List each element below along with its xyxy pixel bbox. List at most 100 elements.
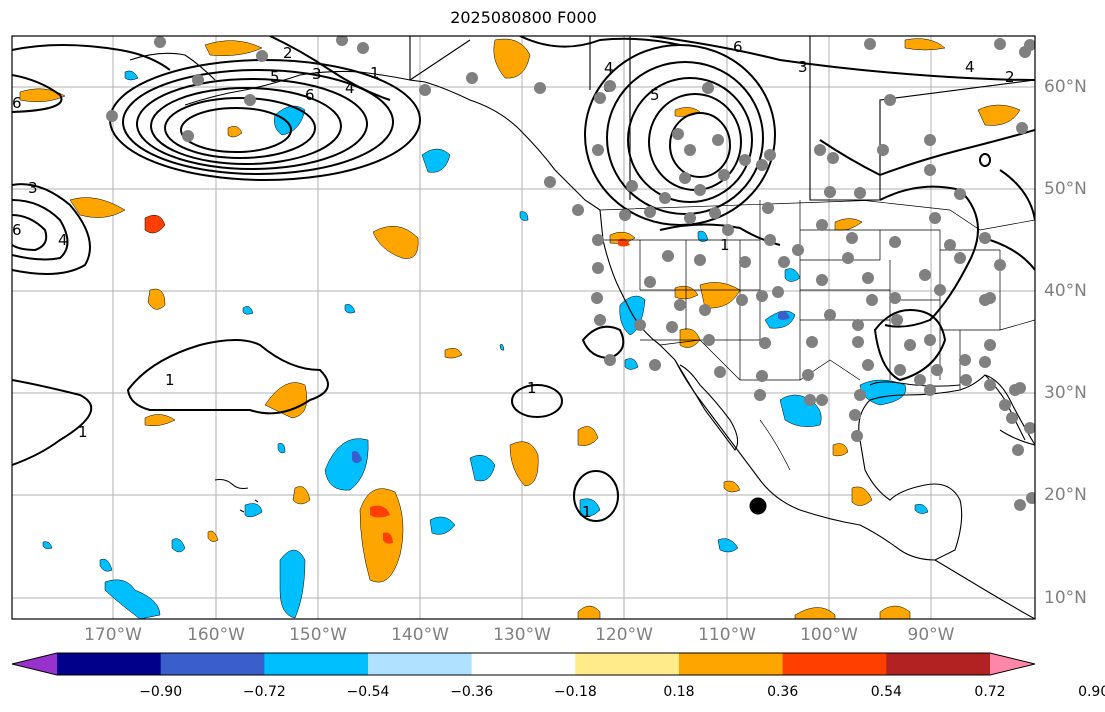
station-marker — [256, 50, 268, 62]
contour-label: 3 — [28, 179, 38, 197]
station-marker — [649, 359, 661, 371]
station-marker — [644, 206, 656, 218]
station-marker — [929, 212, 941, 224]
station-marker — [714, 366, 726, 378]
colorbar-tick-label: 0.36 — [767, 684, 799, 700]
station-marker — [931, 364, 943, 376]
station-marker — [674, 299, 686, 311]
station-marker — [357, 42, 369, 54]
station-marker — [756, 370, 768, 382]
station-marker — [979, 356, 991, 368]
lon-label-150w: 150°W — [289, 625, 347, 645]
station-marker — [762, 202, 774, 214]
station-marker — [594, 314, 606, 326]
station-marker — [662, 250, 674, 262]
station-marker — [816, 394, 828, 406]
station-marker — [626, 180, 638, 192]
contour-label: 3 — [798, 58, 808, 76]
station-marker — [591, 292, 603, 304]
station-marker — [1006, 412, 1018, 424]
station-marker — [1014, 382, 1026, 394]
station-marker — [960, 374, 972, 386]
contour-label: 6 — [733, 38, 743, 56]
station-marker — [994, 38, 1006, 50]
station-marker — [852, 319, 864, 331]
station-marker — [944, 239, 956, 251]
station-marker — [592, 234, 604, 246]
station-marker — [959, 354, 971, 366]
map-title: 2025080800 F000 — [450, 8, 597, 27]
station-marker — [759, 337, 771, 349]
contour-label: 4 — [58, 231, 68, 249]
lat-label-60n: 60°N — [1044, 77, 1087, 97]
station-marker — [934, 284, 946, 296]
station-marker — [722, 224, 734, 236]
station-marker — [604, 354, 616, 366]
contour-label: 5 — [650, 86, 660, 104]
station-marker — [854, 187, 866, 199]
station-marker — [1026, 492, 1035, 504]
station-marker — [684, 212, 696, 224]
station-marker — [772, 286, 784, 298]
station-marker — [544, 176, 556, 188]
station-marker — [802, 369, 814, 381]
station-marker — [827, 152, 839, 164]
contour-label: 2 — [283, 44, 293, 62]
lat-label-50n: 50°N — [1044, 179, 1087, 199]
station-markers — [106, 36, 1035, 511]
station-marker — [592, 144, 604, 156]
colorbar-outline — [11, 652, 1036, 676]
contour-label: 4 — [345, 79, 355, 97]
lat-label-10n: 10°N — [1044, 588, 1087, 608]
station-marker — [736, 294, 748, 306]
station-marker — [604, 80, 616, 92]
station-marker — [1016, 122, 1028, 134]
station-marker — [862, 359, 874, 371]
lon-label-160w: 160°W — [187, 625, 245, 645]
station-marker — [852, 336, 864, 348]
station-marker — [644, 276, 656, 288]
station-marker — [712, 134, 724, 146]
colorbar-tick-label: 0.54 — [870, 684, 902, 700]
lon-label-170w: 170°W — [84, 625, 142, 645]
contour-label: 1 — [165, 371, 175, 389]
station-marker — [884, 94, 896, 106]
station-marker — [984, 379, 996, 391]
station-marker — [864, 38, 876, 50]
colorbar-tick-label: −0.72 — [242, 684, 286, 700]
contour-label-group: 1 1 1 1 1 1 2 2 3 3 3 4 4 4 4 5 5 6 6 6 … — [12, 38, 1015, 521]
station-marker — [419, 84, 431, 96]
station-marker — [999, 399, 1011, 411]
colorbar-extend-high — [990, 653, 1035, 675]
colorbar-tick-label: −0.90 — [139, 684, 183, 700]
colorbar-extend-low — [12, 653, 57, 675]
station-marker — [192, 74, 204, 86]
station-marker — [594, 92, 606, 104]
station-marker — [842, 252, 854, 264]
station-marker — [106, 110, 118, 122]
negative-anomaly-shading — [42, 70, 929, 619]
station-marker — [592, 262, 604, 274]
colorbar-segment — [368, 653, 473, 675]
station-marker — [924, 334, 936, 346]
station-marker — [764, 234, 776, 246]
station-marker — [919, 269, 931, 281]
colorbar-segment — [679, 653, 784, 675]
lon-label-140w: 140°W — [391, 625, 449, 645]
colorbar-tick-label: 0.18 — [663, 684, 695, 700]
colorbar-segment — [886, 653, 991, 675]
contour-label: 1 — [527, 379, 537, 397]
contour-label: 2 — [1005, 68, 1015, 86]
graticule — [12, 36, 1035, 619]
station-marker — [866, 294, 878, 306]
contour-label: 3 — [312, 65, 322, 83]
station-marker — [924, 164, 936, 176]
station-marker — [718, 169, 730, 181]
colorbar-tick-label: −0.36 — [450, 684, 494, 700]
station-marker — [679, 172, 691, 184]
station-marker — [994, 259, 1006, 271]
station-marker — [634, 319, 646, 331]
station-marker — [1024, 422, 1035, 434]
station-marker — [739, 256, 751, 268]
station-marker — [904, 339, 916, 351]
